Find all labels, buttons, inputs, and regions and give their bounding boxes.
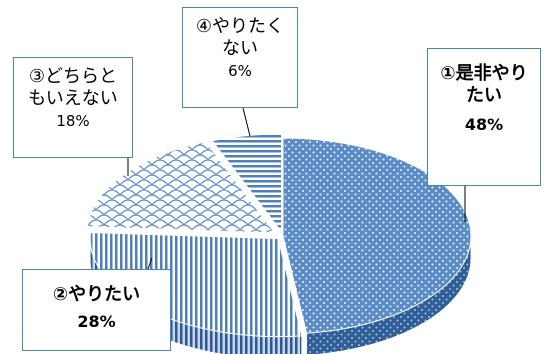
slice-4-label-line2: ない (222, 37, 258, 59)
leader-line-3 (242, 107, 251, 137)
callout-slice-4: ④やりたく ない 6% (182, 7, 298, 108)
slice-1-value-label: 48% (464, 114, 504, 134)
slice-2-label-line1: ②やりたい (52, 284, 141, 305)
slice-4-value-label: 6% (228, 61, 252, 80)
callout-slice-2: ②やりたい 28% (22, 269, 171, 351)
slice-1-label-line1: ①是非やり (440, 63, 528, 84)
callout-slice-3: ③どちらと もいえない 18% (13, 57, 133, 158)
slice-1-label-line2: たい (466, 84, 502, 106)
callout-slice-1: ①是非やり たい 48% (427, 48, 541, 186)
slice-4-label-line1: ④やりたく (195, 16, 285, 37)
slice-1 (282, 137, 472, 334)
slice-3 (86, 141, 276, 234)
slice-3-label-line1: ③どちらと (28, 66, 118, 87)
slice-3-label-line2: もいえない (28, 87, 118, 109)
slice-2-value-label: 28% (77, 311, 116, 331)
slice-4 (211, 133, 283, 234)
slice-3-value-label: 18% (56, 111, 90, 130)
leader-line-4 (147, 257, 153, 270)
